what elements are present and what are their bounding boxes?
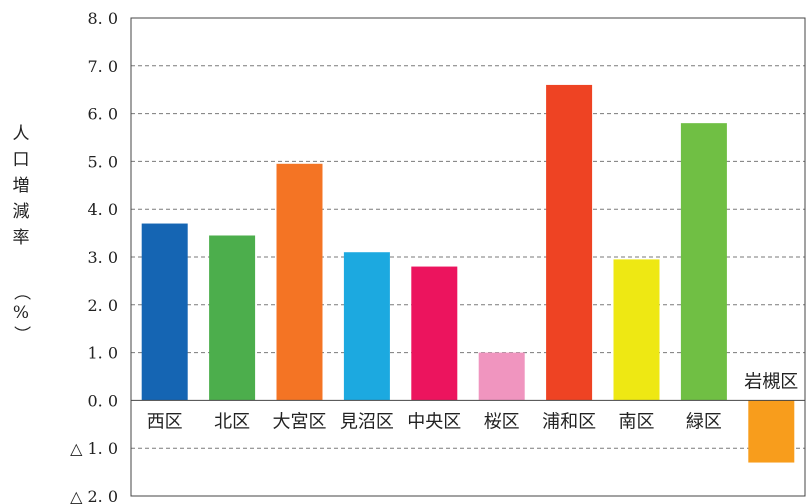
plot-frame bbox=[130, 17, 806, 497]
y-tick-label: 6. 0 bbox=[87, 105, 118, 124]
bar bbox=[209, 235, 256, 401]
category-label: 北区 bbox=[214, 411, 250, 432]
y-tick-label: 5. 0 bbox=[87, 152, 118, 171]
y-tick-label: 7. 0 bbox=[87, 57, 118, 76]
y-tick-label: 2. 0 bbox=[87, 296, 118, 315]
y-tick-label: 8. 0 bbox=[87, 9, 118, 28]
y-axis-label-char: 増 bbox=[12, 176, 30, 196]
y-tick-label: 0. 0 bbox=[87, 391, 118, 410]
y-tick-label: 3. 0 bbox=[87, 248, 118, 267]
bar bbox=[141, 223, 188, 401]
category-label: 大宮区 bbox=[273, 411, 327, 432]
y-axis-label-paren-open: （ bbox=[11, 283, 31, 301]
y-tick-label: △ 2. 0 bbox=[70, 487, 118, 504]
bar bbox=[613, 259, 660, 401]
bar bbox=[680, 123, 727, 401]
bar bbox=[276, 163, 323, 401]
bars bbox=[141, 84, 795, 463]
y-tick-label: 4. 0 bbox=[87, 200, 118, 219]
y-axis-label-char: 率 bbox=[12, 228, 30, 248]
axes bbox=[130, 17, 806, 497]
y-axis-label-unit: % bbox=[12, 303, 30, 323]
y-axis-label-char: 減 bbox=[12, 202, 30, 222]
category-label: 桜区 bbox=[484, 411, 520, 432]
y-axis-label-char: 人 bbox=[12, 124, 30, 144]
bar bbox=[546, 84, 593, 401]
bar bbox=[343, 252, 390, 401]
y-tick-label: △ 1. 0 bbox=[70, 439, 118, 458]
category-labels: 西区 北区 大宮区 見沼区 中央区 桜区 浦和区 南区 緑区 岩槻区 bbox=[147, 371, 799, 432]
category-label: 南区 bbox=[619, 411, 655, 432]
y-tick-label: 1. 0 bbox=[87, 344, 118, 363]
category-label: 中央区 bbox=[407, 411, 461, 432]
y-tick-labels: 8. 0 7. 0 6. 0 5. 0 4. 0 3. 0 2. 0 1. 0 0. 0 △ 1.… bbox=[70, 9, 118, 504]
bar bbox=[411, 266, 458, 401]
category-label: 岩槻区 bbox=[744, 371, 798, 392]
category-label: 西区 bbox=[147, 411, 183, 432]
category-label: 見沼区 bbox=[340, 411, 394, 432]
y-axis-label-char: 口 bbox=[12, 150, 30, 170]
category-label: 浦和区 bbox=[542, 411, 596, 432]
y-axis-label-paren-close: ） bbox=[11, 325, 31, 343]
bar bbox=[748, 400, 795, 463]
category-label: 緑区 bbox=[686, 411, 722, 432]
bar bbox=[478, 352, 525, 401]
